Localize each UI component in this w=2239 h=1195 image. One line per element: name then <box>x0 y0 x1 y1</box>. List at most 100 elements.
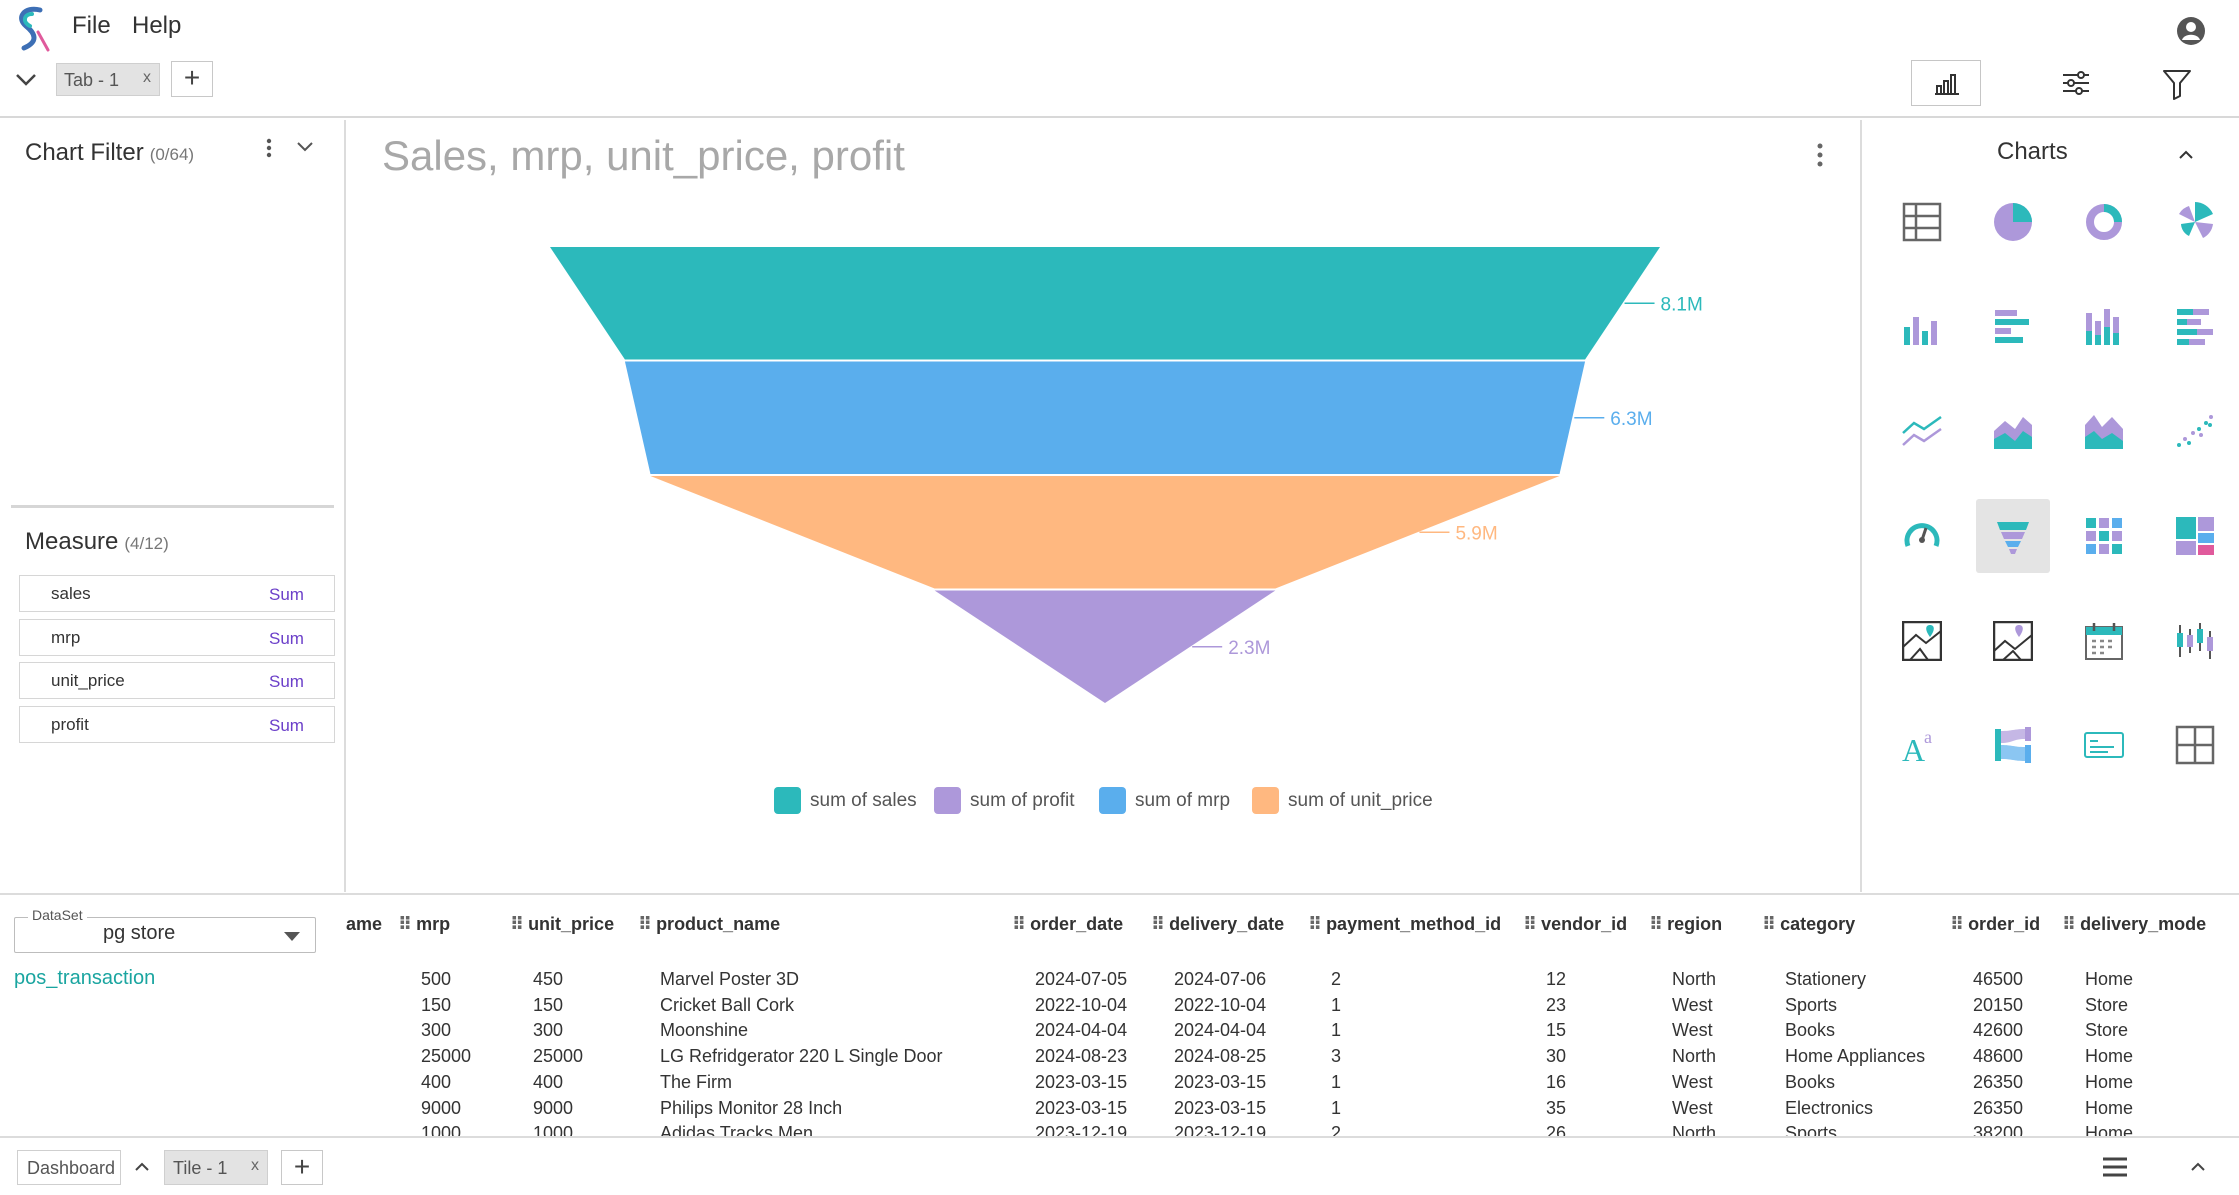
table-cell[interactable]: 2 <box>1331 969 1342 989</box>
table-cell[interactable]: 300 <box>533 1020 564 1041</box>
table-cell[interactable]: North <box>1672 1046 1717 1067</box>
legend-swatch[interactable] <box>934 787 961 814</box>
table-cell[interactable]: 26350 <box>1973 1097 2024 1118</box>
filter-button[interactable] <box>2141 60 2211 106</box>
drag-handle-icon[interactable]: ⠿ <box>1308 914 1322 934</box>
column-header-delivery-mode[interactable]: ⠿ delivery_mode <box>2062 914 2206 935</box>
legend-label[interactable]: sum of profit <box>970 790 1075 811</box>
table-cell[interactable]: 35 <box>1546 1097 1567 1118</box>
measure-item-sales[interactable]: sales Sum <box>19 575 335 612</box>
funnel-segment[interactable] <box>934 590 1276 704</box>
column-header-vendor-id[interactable]: ⠿ vendor_id <box>1523 914 1627 935</box>
column-header-unit-price[interactable]: ⠿ unit_price <box>510 914 614 935</box>
table-cell[interactable]: West <box>1672 1097 1713 1118</box>
drag-handle-icon[interactable]: ⠿ <box>1012 914 1026 934</box>
gauge-chart-icon[interactable] <box>1885 499 1959 573</box>
chart-settings-button[interactable] <box>2041 60 2111 106</box>
app-logo-icon[interactable] <box>10 4 54 54</box>
bar-chart-icon[interactable] <box>1885 290 1959 364</box>
column-header-product-name[interactable]: ⠿ product_name <box>638 914 780 935</box>
chart-view-button[interactable] <box>1911 60 1981 106</box>
table-cell[interactable]: 30 <box>1546 1046 1567 1067</box>
table-cell[interactable]: 500 <box>421 969 452 989</box>
chevron-down-icon[interactable] <box>14 72 38 88</box>
table-cell[interactable]: 26350 <box>1973 1071 2024 1092</box>
table-cell[interactable]: 1 <box>1331 994 1342 1015</box>
table-cell[interactable]: 400 <box>533 1071 564 1092</box>
geo-map-icon[interactable] <box>1885 604 1959 678</box>
aggregation-selector[interactable]: Sum <box>269 672 304 691</box>
table-cell[interactable]: Home <box>2085 1046 2134 1067</box>
drag-handle-icon[interactable]: ⠿ <box>1649 914 1663 934</box>
table-cell[interactable]: 2024-08-25 <box>1174 1046 1267 1067</box>
drag-handle-icon[interactable]: ⠿ <box>1950 914 1964 934</box>
table-cell[interactable]: Home <box>2085 969 2134 989</box>
table-cell[interactable]: 9000 <box>421 1097 462 1118</box>
stacked-horizontal-bar-icon[interactable] <box>2158 290 2232 364</box>
aggregation-selector[interactable]: Sum <box>269 716 304 735</box>
table-cell[interactable]: 23 <box>1546 994 1567 1015</box>
table-cell[interactable]: 2024-08-23 <box>1035 1046 1128 1067</box>
table-cell[interactable]: The Firm <box>660 1071 732 1092</box>
table-cell[interactable]: 450 <box>533 969 564 989</box>
table-cell[interactable]: 300 <box>421 1020 452 1041</box>
add-tile-button[interactable]: + <box>281 1150 323 1185</box>
table-cell[interactable]: 42600 <box>1973 1020 2024 1041</box>
legend-label[interactable]: sum of sales <box>810 790 917 811</box>
drag-handle-icon[interactable]: ⠿ <box>398 914 412 934</box>
chevron-up-icon[interactable] <box>2190 1162 2206 1172</box>
legend-label[interactable]: sum of mrp <box>1135 790 1230 811</box>
geo-map-alt-icon[interactable] <box>1976 604 2050 678</box>
table-cell[interactable]: 25000 <box>421 1046 472 1067</box>
table-cell[interactable]: 2023-03-15 <box>1174 1097 1267 1118</box>
tab-close-button[interactable]: x <box>143 69 151 86</box>
funnel-segment[interactable] <box>624 361 1586 475</box>
table-cell[interactable]: 46500 <box>1973 969 2024 989</box>
table-cell[interactable]: Philips Monitor 28 Inch <box>660 1097 843 1118</box>
table-cell[interactable]: Sports <box>1785 994 1838 1015</box>
calendar-chart-icon[interactable] <box>2067 604 2141 678</box>
table-cell[interactable]: 48600 <box>1973 1046 2024 1067</box>
table-cell[interactable]: 16 <box>1546 1071 1567 1092</box>
more-vertical-icon[interactable] <box>265 137 273 159</box>
table-cell[interactable]: 25000 <box>533 1046 584 1067</box>
table-cell[interactable]: 20150 <box>1973 994 2024 1015</box>
table-cell[interactable]: 3 <box>1331 1046 1342 1067</box>
tile-close-button[interactable]: x <box>251 1157 259 1174</box>
hamburger-menu-icon[interactable] <box>2102 1156 2128 1178</box>
table-cell[interactable]: West <box>1672 1020 1713 1041</box>
funnel-chart-icon[interactable] <box>1976 499 2050 573</box>
table-cell[interactable]: Stationery <box>1785 969 1867 989</box>
drag-handle-icon[interactable]: ⠿ <box>1523 914 1537 934</box>
table-cell[interactable]: 2024-07-05 <box>1035 969 1128 989</box>
chevron-down-icon[interactable] <box>296 141 314 153</box>
table-cell[interactable]: 400 <box>421 1071 452 1092</box>
heatmap-chart-icon[interactable] <box>2067 499 2141 573</box>
column-header-category[interactable]: ⠿ category <box>1762 914 1855 935</box>
table-cell[interactable]: 2022-10-04 <box>1035 994 1128 1015</box>
aggregation-selector[interactable]: Sum <box>269 585 304 604</box>
legend-swatch[interactable] <box>774 787 801 814</box>
legend-label[interactable]: sum of unit_price <box>1288 790 1433 811</box>
simple-card-icon[interactable] <box>2067 708 2141 782</box>
table-cell[interactable]: 1 <box>1331 1071 1342 1092</box>
crosstab-icon[interactable] <box>2158 708 2232 782</box>
chevron-up-icon[interactable] <box>134 1162 150 1172</box>
table-cell[interactable]: 150 <box>421 994 452 1015</box>
pie-chart-icon[interactable] <box>1976 185 2050 259</box>
dataset-select[interactable] <box>14 917 316 953</box>
measure-item-unit-price[interactable]: unit_price Sum <box>19 662 335 699</box>
treemap-chart-icon[interactable] <box>2158 499 2232 573</box>
column-header-order-date[interactable]: ⠿ order_date <box>1012 914 1123 935</box>
table-cell[interactable]: 2024-04-04 <box>1035 1020 1128 1041</box>
drag-handle-icon[interactable]: ⠿ <box>1151 914 1165 934</box>
table-cell[interactable]: West <box>1672 1071 1713 1092</box>
menu-file[interactable]: File <box>72 12 111 39</box>
line-chart-icon[interactable] <box>1885 394 1959 468</box>
table-cell[interactable]: Marvel Poster 3D <box>660 969 800 989</box>
table-cell[interactable]: West <box>1672 994 1713 1015</box>
table-cell[interactable]: 2024-04-04 <box>1174 1020 1267 1041</box>
table-cell[interactable]: Store <box>2085 994 2129 1015</box>
table-chart-icon[interactable] <box>1885 185 1959 259</box>
